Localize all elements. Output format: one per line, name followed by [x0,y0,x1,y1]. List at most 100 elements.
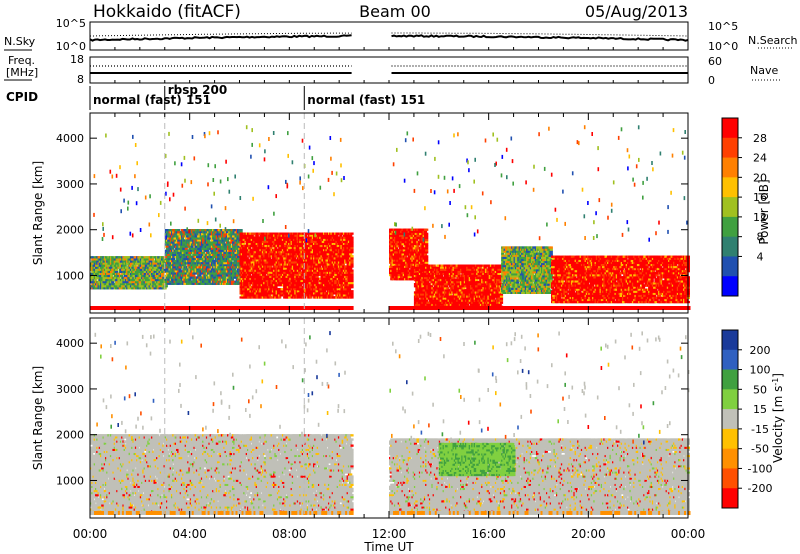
power-cell [187,239,191,242]
power-cell [205,249,210,252]
power-cell [199,235,203,238]
power-cell [169,264,173,267]
power-cell [223,235,227,238]
power-cell [194,229,198,232]
power-cell [129,256,134,259]
freq-left-label-2: [MHz] [6,66,38,79]
power-cell [222,270,226,273]
power-cell [274,246,278,250]
power-cell [174,278,178,281]
power-cell [166,270,170,273]
power-cell [138,283,142,286]
power-cell [255,277,259,281]
power-cell [96,272,100,275]
power-cell [114,266,119,269]
power-cell [341,263,345,266]
power-cell [156,283,160,286]
power-cell [161,274,165,278]
power-cell [151,258,155,261]
power-cell [177,229,181,232]
power-cell [228,272,232,275]
power-cell [96,260,100,263]
power-cell [116,283,120,286]
power-cell [210,239,214,242]
power-cell [148,270,152,273]
power-cell [350,248,354,252]
power-cell [92,258,96,261]
power-cell [189,249,193,252]
power-cell [111,256,115,259]
power-cell [147,262,151,265]
power-cell [139,272,143,275]
power-cell [101,266,105,269]
power-cell [253,279,257,283]
power-cell [220,245,224,248]
power-cell [122,268,126,271]
power-cell [350,259,354,262]
power-cell [101,264,105,267]
power-cell [118,266,122,269]
power-cell [198,262,202,265]
power-cell [188,282,192,285]
power-cell [192,235,196,238]
power-cell [129,274,134,278]
power-cell [132,272,136,275]
power-cell [158,285,162,288]
power-cell [173,233,177,236]
power-cell [274,286,278,289]
power-cell [259,234,263,237]
power-cell [248,283,252,287]
power-cell [123,258,127,261]
date-title: 05/Aug/2013 [585,2,688,21]
power-cell [263,294,267,297]
power-cell [350,240,354,243]
power-cell [173,259,177,263]
power-cell [229,241,233,244]
power-cell [350,238,354,241]
power-cell [350,290,354,293]
power-cell [349,267,353,270]
power-cell [183,274,187,277]
power-cell [166,229,170,232]
power-cell [245,259,249,262]
power-cell [164,282,168,285]
power-cell [256,273,261,276]
power-cell [230,282,234,285]
power-cell [228,243,232,246]
power-cell [223,245,227,248]
power-cell [180,245,185,248]
power-cell [237,255,241,259]
power-cell [179,282,183,285]
power-cell [93,278,97,282]
power-cell [188,251,192,254]
power-cell [268,257,272,260]
power-cell [217,272,221,275]
power-cell [114,270,119,273]
power-cell [350,277,354,281]
noise-sky-line [89,34,689,42]
power-cell [182,262,186,265]
power-cell [205,278,210,281]
power-cell [143,272,147,275]
power-cell [239,259,243,262]
freq-right-tick-top: 60 [708,55,722,68]
power-cell [245,257,249,260]
power-cell [230,278,234,281]
power-cell [178,262,182,265]
power-cell [95,287,99,290]
cpid-segment-label: normal (fast) 151 [307,93,425,107]
power-cell [210,247,214,250]
power-cell [230,239,234,242]
power-cell [258,271,262,274]
power-cell [127,283,131,286]
power-cell [131,281,135,284]
power-cell [239,286,243,289]
power-cell [138,281,142,284]
noise-right-tick-bottom: 10^0 [708,40,738,53]
freq-right-label: Nave [750,64,778,77]
power-cell [192,282,196,285]
power-cell [194,237,198,240]
power-cell [350,279,354,283]
power-cell [350,257,354,260]
power-cell [164,285,168,288]
